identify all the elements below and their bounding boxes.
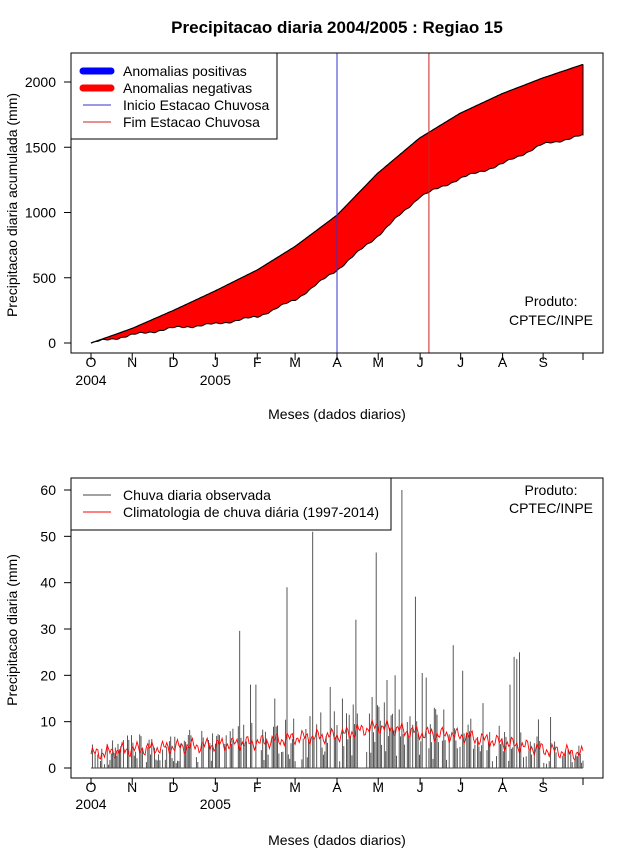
bottom-product-source: CPTEC/INPE <box>509 500 593 516</box>
bottom-y-label: Precipitacao diaria (mm) <box>4 554 20 706</box>
month-label: M <box>372 354 384 370</box>
y-tick-label: 50 <box>40 528 56 544</box>
y-tick-label: 500 <box>33 270 57 286</box>
bottom-panel: 0 10 20 30 40 50 60 O N D J F M A M J J A S 2004 2005 Preci… <box>4 477 604 848</box>
month-label: O <box>86 354 97 370</box>
y-tick-label: 20 <box>40 667 56 683</box>
legend-label-positive: Anomalias positivas <box>123 63 247 79</box>
month-label: S <box>538 779 547 795</box>
year-label: 2004 <box>75 796 106 812</box>
y-tick-label: 1500 <box>25 139 56 155</box>
year-label: 2004 <box>75 372 106 388</box>
legend-label-observed: Chuva diaria observada <box>123 487 271 503</box>
month-label: J <box>457 354 464 370</box>
month-label: D <box>168 354 178 370</box>
year-label: 2005 <box>200 796 231 812</box>
month-label: A <box>332 354 342 370</box>
bottom-x-axis: O N D J F M A M J J A S 2004 2005 <box>75 777 584 812</box>
negative-anomaly-area <box>91 64 583 344</box>
month-label: N <box>127 354 137 370</box>
month-label: D <box>168 779 178 795</box>
month-label: M <box>289 779 301 795</box>
y-tick-label: 2000 <box>25 74 56 90</box>
y-tick-label: 10 <box>40 714 56 730</box>
month-label: F <box>253 354 262 370</box>
y-tick-label: 40 <box>40 575 56 591</box>
top-panel: 0 500 1000 1500 2000 O N D J F M A M J J A S 2004 2005 Pr… <box>4 52 604 422</box>
climatology-line <box>90 718 584 762</box>
top-y-axis: 0 500 1000 1500 2000 <box>25 74 71 351</box>
month-label: N <box>127 779 137 795</box>
month-label: S <box>538 354 547 370</box>
y-tick-label: 1000 <box>25 205 56 221</box>
month-label: A <box>498 354 508 370</box>
top-product-label: Produto: <box>525 293 578 309</box>
top-legend: Anomalias positivas Anomalias negativas … <box>70 52 278 140</box>
month-label: J <box>457 779 464 795</box>
month-label: F <box>253 779 262 795</box>
month-label: J <box>212 779 219 795</box>
bottom-legend: Chuva diaria observada Climatologia de c… <box>70 477 392 531</box>
month-label: M <box>372 779 384 795</box>
top-product-source: CPTEC/INPE <box>509 312 593 328</box>
month-label: J <box>212 354 219 370</box>
bottom-legend-box <box>70 477 392 531</box>
bottom-product-label: Produto: <box>525 482 578 498</box>
year-label: 2005 <box>200 372 231 388</box>
top-legend-box <box>70 52 278 140</box>
month-label: J <box>417 779 424 795</box>
y-tick-label: 30 <box>40 621 56 637</box>
bottom-bars <box>91 490 584 769</box>
y-tick-label: 0 <box>48 335 56 351</box>
month-label: J <box>417 354 424 370</box>
top-y-label: Precipitacao diaria acumulada (mm) <box>4 93 20 317</box>
bottom-x-label: Meses (dados diarios) <box>268 832 406 848</box>
legend-label-start: Inicio Estacao Chuvosa <box>123 97 270 113</box>
bottom-y-axis: 0 10 20 30 40 50 60 <box>40 482 71 776</box>
legend-label-negative: Anomalias negativas <box>123 80 252 96</box>
top-x-axis: O N D J F M A M J J A S 2004 2005 <box>75 352 584 388</box>
y-tick-label: 0 <box>48 760 56 776</box>
legend-label-end: Fim Estacao Chuvosa <box>123 114 260 130</box>
chart-title: Precipitacao diaria 2004/2005 : Regiao 1… <box>171 18 503 37</box>
y-tick-label: 60 <box>40 482 56 498</box>
top-x-label: Meses (dados diarios) <box>268 406 406 422</box>
month-label: A <box>332 779 342 795</box>
legend-label-climatology: Climatologia de chuva diária (1997-2014) <box>123 504 379 520</box>
month-label: M <box>289 354 301 370</box>
month-label: A <box>498 779 508 795</box>
month-label: O <box>86 779 97 795</box>
